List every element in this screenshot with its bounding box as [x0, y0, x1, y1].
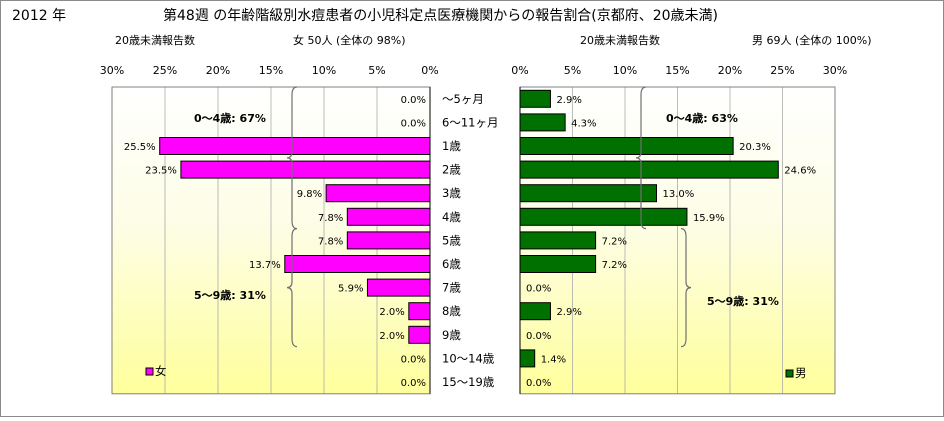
category-label: ～5ヶ月	[442, 92, 484, 106]
male-annotation-0-4: 0～4歳: 63%	[666, 111, 738, 125]
category-label: 10～14歳	[442, 351, 495, 365]
left-axis-tick: 0%	[421, 64, 438, 77]
category-label: 6歳	[442, 257, 461, 271]
category-label: 4歳	[442, 210, 461, 224]
right-axis-tick: 20%	[718, 64, 742, 77]
left-count: 女 50人 (全体の 98%)	[293, 33, 406, 47]
right-brace-0-4	[635, 86, 647, 230]
category-label: 3歳	[442, 186, 461, 200]
male-value-label: 0.0%	[526, 331, 551, 342]
right-axis-tick: 10%	[613, 64, 637, 77]
left-brace-0-4	[286, 86, 298, 230]
category-label: 15～19歳	[442, 375, 495, 389]
category-label: 9歳	[442, 328, 461, 342]
right-brace-5-9	[680, 228, 692, 348]
plot-area: 30% 25% 20% 15% 10% 5% 0% 0% 5% 10% 15% 20% 25% 30% ～5…	[100, 64, 847, 395]
chart-title: 第48週 の年齢階級別水痘患者の小児科定点医療機関からの報告割合(京都府、20歳…	[163, 7, 718, 24]
left-axis-tick: 5%	[368, 64, 385, 77]
category-label: 2歳	[442, 163, 461, 177]
male-value-label: 4.3%	[571, 118, 596, 129]
left-subtitle: 20歳未満報告数	[115, 34, 195, 47]
male-value-label: 1.4%	[541, 354, 566, 365]
female-value-label: 9.8%	[297, 189, 322, 200]
female-value-label: 23.5%	[145, 166, 177, 177]
female-value-label: 0.0%	[401, 378, 426, 389]
right-count: 男 69人 (全体の 100%)	[752, 33, 872, 47]
female-value-label: 5.9%	[338, 284, 363, 295]
male-legend-label: 男	[795, 366, 807, 380]
category-label: 6～11ヶ月	[442, 115, 498, 129]
right-axis-tick: 0%	[511, 64, 528, 77]
male-legend-swatch	[785, 369, 794, 378]
female-annotation-5-9: 5～9歳: 31%	[194, 288, 266, 302]
female-value-label: 13.7%	[249, 260, 281, 271]
female-value-label: 0.0%	[401, 95, 426, 106]
category-label: 5歳	[442, 233, 461, 247]
male-value-label: 24.6%	[784, 166, 816, 177]
male-value-label: 15.9%	[693, 213, 725, 224]
female-value-label: 25.5%	[124, 142, 156, 153]
left-axis-tick: 30%	[100, 64, 124, 77]
female-value-label: 0.0%	[401, 354, 426, 365]
male-value-label: 0.0%	[526, 378, 551, 389]
right-axis-tick: 30%	[823, 64, 847, 77]
female-value-label: 7.8%	[318, 236, 343, 247]
male-value-label: 7.2%	[602, 236, 627, 247]
male-annotation-5-9: 5～9歳: 31%	[707, 294, 779, 308]
year-label: 2012 年	[12, 8, 66, 24]
female-value-label: 2.0%	[379, 307, 404, 318]
female-value-label: 0.0%	[401, 118, 426, 129]
male-value-label: 13.0%	[663, 189, 695, 200]
female-legend-label: 女	[155, 364, 167, 378]
female-annotation-0-4: 0～4歳: 67%	[194, 111, 266, 125]
male-value-label: 2.9%	[556, 95, 581, 106]
right-axis-tick: 15%	[665, 64, 689, 77]
left-axis-tick: 25%	[153, 64, 177, 77]
male-value-label: 2.9%	[556, 307, 581, 318]
left-axis-tick: 10%	[312, 64, 336, 77]
left-brace-5-9	[286, 228, 298, 348]
right-axis-tick: 25%	[770, 64, 794, 77]
female-value-label: 7.8%	[318, 213, 343, 224]
category-label: 1歳	[442, 139, 461, 153]
female-legend-swatch	[145, 367, 154, 376]
category-label: 7歳	[442, 281, 461, 295]
left-axis-tick: 20%	[206, 64, 230, 77]
male-value-label: 0.0%	[526, 284, 551, 295]
left-axis-tick: 15%	[259, 64, 283, 77]
right-axis-tick: 5%	[564, 64, 581, 77]
male-value-label: 20.3%	[739, 142, 771, 153]
category-label: 8歳	[442, 304, 461, 318]
female-value-label: 2.0%	[379, 331, 404, 342]
right-subtitle: 20歳未満報告数	[580, 34, 660, 47]
male-value-label: 7.2%	[602, 260, 627, 271]
